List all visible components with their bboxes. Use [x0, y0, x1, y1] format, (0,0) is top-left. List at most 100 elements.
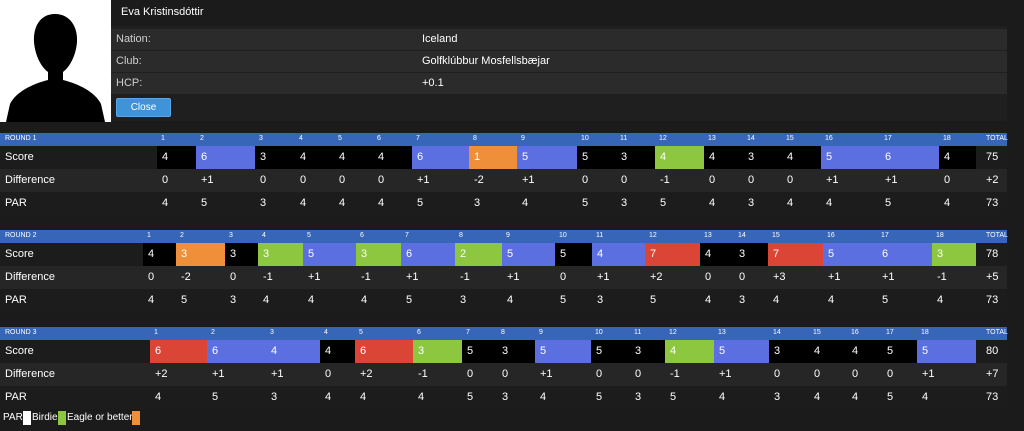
- club-label: Club:: [116, 55, 142, 67]
- difference-cell: +1: [917, 363, 976, 386]
- par-value: 4: [773, 294, 780, 306]
- round-header: ROUND 2 1 2 3 4 5 6 7 8 9 10 11 12 13 14 15 16 17 18 TOTAL: [0, 230, 1008, 243]
- difference-cell: +1: [535, 363, 591, 386]
- score-cell: 6: [880, 146, 939, 169]
- score-value: 4: [944, 151, 951, 163]
- difference-value: +1: [826, 174, 839, 186]
- score-cell: 3: [258, 243, 303, 266]
- hole-number: 16: [827, 232, 835, 239]
- hole-number: 5: [307, 232, 311, 239]
- par-cell: 5: [880, 192, 939, 215]
- par-cell: 5: [462, 386, 497, 409]
- par-value: 5: [882, 294, 889, 306]
- player-avatar: [0, 0, 111, 122]
- hole-number: 9: [506, 232, 510, 239]
- difference-value: -2: [181, 271, 191, 283]
- difference-cell: 0: [704, 169, 743, 192]
- score-row-label: Score: [5, 248, 34, 260]
- par-row-label: PAR: [5, 197, 27, 209]
- difference-value: -1: [361, 271, 371, 283]
- score-value: 5: [828, 248, 835, 260]
- par-cell: 5: [577, 192, 616, 215]
- par-cell: 4: [939, 192, 976, 215]
- par-value: 3: [230, 294, 237, 306]
- difference-value: +1: [507, 271, 520, 283]
- score-cell: 5: [462, 340, 497, 363]
- score-cell: 6: [196, 146, 255, 169]
- par-value: 4: [155, 391, 162, 403]
- par-value: 4: [719, 391, 726, 403]
- score-value: 4: [660, 151, 667, 163]
- difference-cell: +1: [877, 266, 932, 289]
- total-header: TOTAL: [986, 135, 1008, 142]
- score-cell: 4: [809, 340, 847, 363]
- difference-total: +7: [986, 368, 999, 380]
- score-cell: 4: [157, 146, 196, 169]
- par-value: 4: [308, 294, 315, 306]
- par-cell: 3: [734, 289, 768, 312]
- difference-row-label: Difference: [5, 174, 55, 186]
- difference-cell: 0: [373, 169, 412, 192]
- score-value: 4: [852, 345, 859, 357]
- score-value: 7: [650, 248, 657, 260]
- par-row-label: PAR: [5, 294, 27, 306]
- par-cell: 4: [847, 386, 882, 409]
- difference-value: +1: [308, 271, 321, 283]
- par-value: 4: [361, 294, 368, 306]
- round-header: ROUND 1 1 2 3 4 5 6 7 8 9 10 11 12 13 14 15 16 17 18 TOTAL: [0, 133, 1008, 146]
- difference-cell: 0: [462, 363, 497, 386]
- difference-value: +1: [882, 271, 895, 283]
- difference-cell: 0: [700, 266, 734, 289]
- par-value: 4: [378, 197, 385, 209]
- score-cell: 5: [821, 146, 880, 169]
- par-value: 3: [635, 391, 642, 403]
- par-value: 4: [360, 391, 367, 403]
- par-cell: 5: [665, 386, 714, 409]
- score-value: 6: [360, 345, 367, 357]
- difference-cell: 0: [157, 169, 196, 192]
- score-cell: 5: [917, 340, 976, 363]
- difference-cell: +2: [150, 363, 207, 386]
- difference-cell: +1: [266, 363, 320, 386]
- par-value: 4: [300, 197, 307, 209]
- score-value: 2: [460, 248, 467, 260]
- score-cell: 5: [535, 340, 591, 363]
- hole-number: 8: [501, 329, 505, 336]
- difference-cell: 0: [143, 266, 176, 289]
- difference-value: -2: [474, 174, 484, 186]
- difference-cell: 0: [334, 169, 373, 192]
- par-row: PAR 4 5 3 4 4 4 5 3 4 5 3 5 4 3 4 4 5 4 73: [0, 386, 1007, 409]
- difference-value: +2: [155, 368, 168, 380]
- score-cell: 3: [743, 146, 782, 169]
- score-total: 80: [986, 345, 999, 357]
- par-cell: 5: [645, 289, 700, 312]
- hole-number: 15: [772, 232, 780, 239]
- difference-value: +1: [212, 368, 225, 380]
- par-value: 5: [181, 294, 188, 306]
- score-value: 5: [826, 151, 833, 163]
- difference-cell: 0: [320, 363, 355, 386]
- difference-value: 0: [774, 368, 781, 380]
- round-header: ROUND 3 1 2 3 4 5 6 7 8 9 10 11 12 13 14 15 16 17 18 TOTAL: [0, 327, 1008, 340]
- par-value: 4: [828, 294, 835, 306]
- score-cell: 3: [356, 243, 401, 266]
- close-button[interactable]: Close: [116, 98, 171, 117]
- par-value: 5: [560, 294, 567, 306]
- difference-cell: 0: [809, 363, 847, 386]
- score-value: 4: [339, 151, 346, 163]
- par-cell: 3: [743, 192, 782, 215]
- par-total: 73: [986, 391, 999, 403]
- hole-number: 16: [825, 135, 833, 142]
- score-cell: 6: [877, 243, 932, 266]
- legend-eagle-swatch: [132, 411, 140, 425]
- hole-number: 3: [229, 232, 233, 239]
- score-value: 3: [263, 248, 270, 260]
- score-value: 3: [361, 248, 368, 260]
- score-cell: 3: [176, 243, 225, 266]
- difference-value: +2: [650, 271, 663, 283]
- score-cell: 4: [655, 146, 704, 169]
- difference-cell: +1: [502, 266, 555, 289]
- par-cell: 5: [401, 289, 455, 312]
- score-cell: 5: [577, 146, 616, 169]
- difference-cell: 0: [616, 169, 655, 192]
